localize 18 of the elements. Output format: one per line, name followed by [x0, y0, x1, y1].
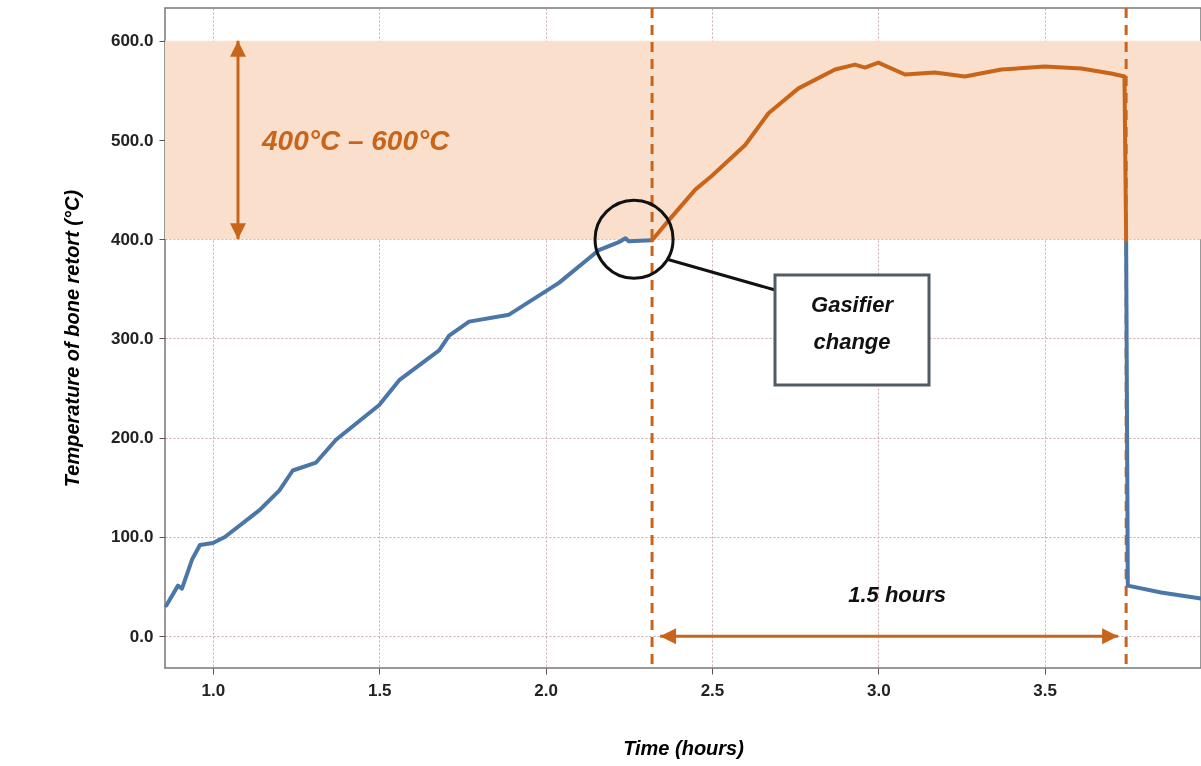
x-tick-label: 3.5 [1033, 680, 1057, 700]
y-tick-label: 100.0 [110, 527, 154, 547]
y-tick-label: 400.0 [110, 229, 154, 249]
y-axis-title: Temperature of bone retort (°C) [60, 189, 83, 488]
annotation: Gasifier change [811, 292, 895, 354]
x-tick-label: 2.0 [534, 680, 558, 700]
band-label: 400°C – 600°C [261, 125, 451, 156]
annotation: 1.5 hours [848, 582, 947, 608]
y-tick-label: 0.0 [129, 626, 154, 646]
x-tick-label: 1.5 [367, 680, 392, 700]
x-tick-label: 2.5 [700, 680, 725, 700]
y-tick-label: 200.0 [110, 428, 154, 448]
x-tick-label: 1.0 [201, 680, 226, 700]
y-tick-label: 300.0 [110, 329, 154, 348]
y-tick-label: 600.0 [110, 31, 154, 51]
x-axis-title: Time (hours) [623, 736, 745, 759]
y-tick-label: 500.0 [110, 130, 154, 150]
x-tick-label: 3.0 [866, 680, 891, 700]
